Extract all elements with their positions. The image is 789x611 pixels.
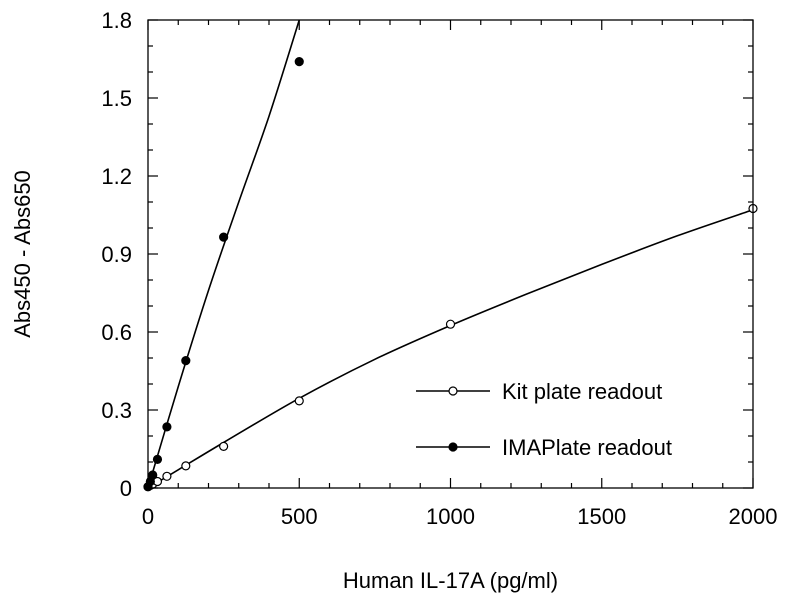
- data-point-imaplate-readout: [162, 422, 172, 432]
- y-tick-label: 0: [120, 476, 132, 501]
- x-tick-label: 500: [281, 504, 318, 529]
- legend-label: IMAPlate readout: [502, 435, 672, 460]
- data-point-imaplate-readout: [148, 470, 158, 480]
- y-tick-label: 0.6: [101, 320, 132, 345]
- tick-labels-layer: 0 500 1000 1500 2000 0 0.3 0.6 0.9 1.2 1.5 1.8: [101, 8, 777, 529]
- y-tick-label: 0.9: [101, 242, 132, 267]
- fit-line-kit-plate-readout: [148, 209, 753, 488]
- legend-label: Kit plate readout: [502, 379, 662, 404]
- x-tick-label: 2000: [729, 504, 778, 529]
- x-tick-label: 0: [142, 504, 154, 529]
- ticks-layer: [147, 19, 754, 489]
- data-point-kit-plate-readout: [294, 396, 304, 406]
- y-tick-label: 0.3: [101, 398, 132, 423]
- y-tick-label: 1.5: [101, 86, 132, 111]
- data-point-imaplate-readout: [152, 454, 163, 464]
- x-axis-title: Human IL-17A (pg/ml): [343, 568, 558, 593]
- legend-marker: [448, 442, 458, 452]
- y-axis-title: Abs450 - Abs650: [10, 170, 35, 338]
- y-tick-label: 1.8: [101, 8, 132, 33]
- y-tick-label: 1.2: [101, 164, 132, 189]
- data-point-kit-plate-readout: [162, 471, 172, 481]
- legend-marker: [448, 386, 458, 396]
- legend: Kit plate readout IMAPlate readout: [416, 379, 672, 460]
- data-point-kit-plate-readout: [445, 319, 456, 329]
- plot-layer: [143, 20, 758, 492]
- plot-frame: [147, 19, 754, 489]
- data-point-kit-plate-readout: [181, 461, 191, 471]
- data-point-kit-plate-readout: [219, 441, 229, 451]
- plot-area: [148, 20, 753, 488]
- legend-entry-kit-plate-readout: Kit plate readout: [416, 379, 662, 404]
- x-tick-label: 1500: [577, 504, 626, 529]
- x-tick-label: 1000: [426, 504, 475, 529]
- data-point-imaplate-readout: [294, 56, 304, 67]
- legend-entry-imaplate-readout: IMAPlate readout: [416, 435, 672, 460]
- data-point-imaplate-readout: [181, 356, 191, 366]
- data-point-imaplate-readout: [219, 232, 229, 242]
- fit-line-imaplate-readout: [148, 20, 301, 488]
